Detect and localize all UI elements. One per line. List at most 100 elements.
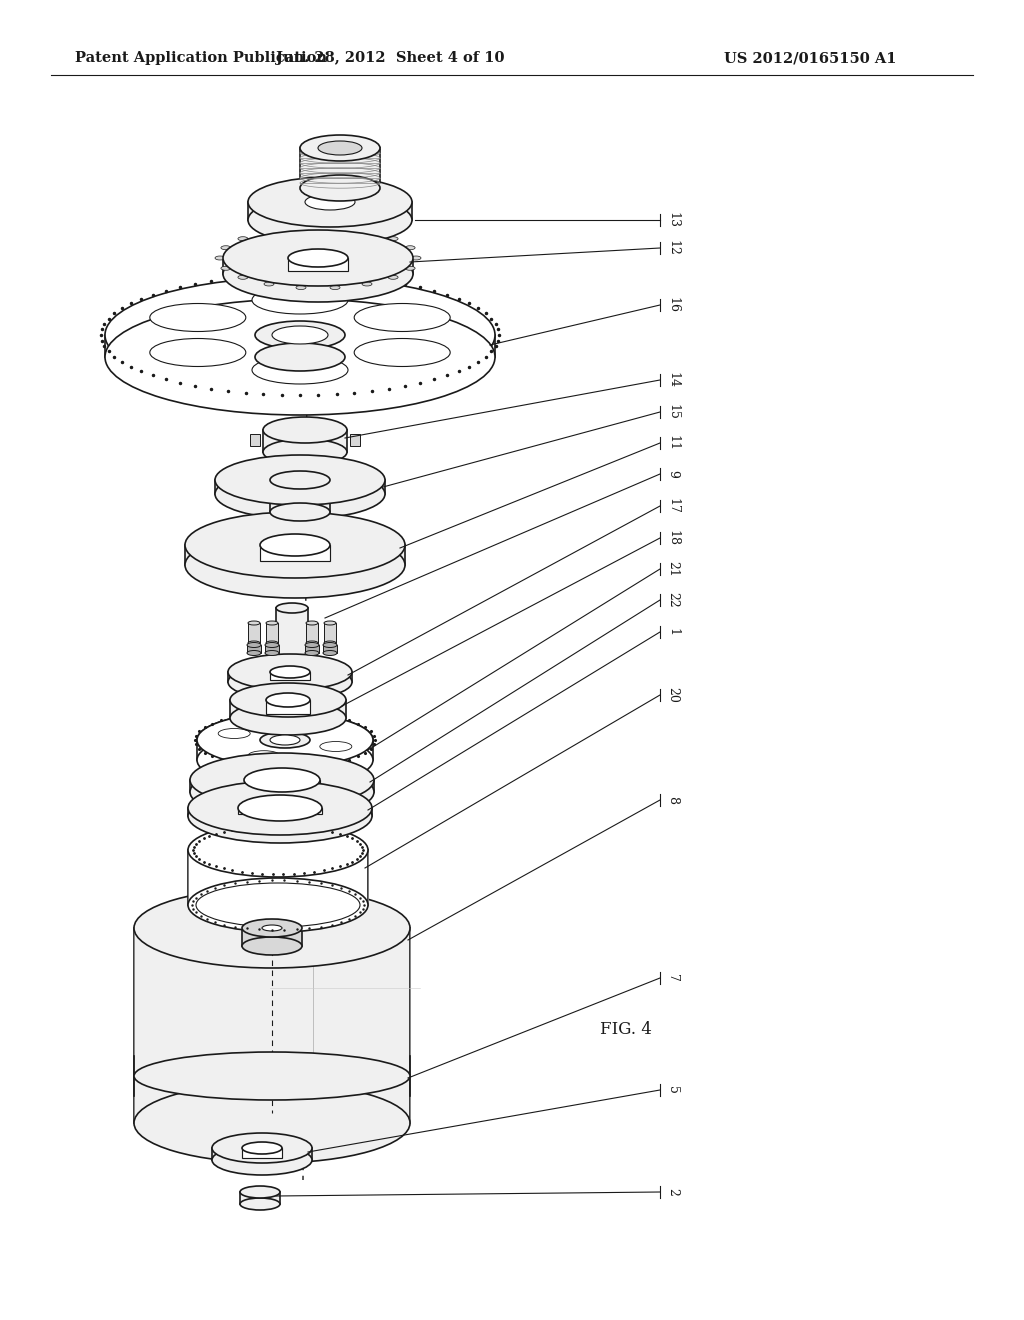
Ellipse shape — [255, 321, 345, 348]
Ellipse shape — [223, 246, 413, 302]
Polygon shape — [240, 1192, 280, 1204]
Ellipse shape — [270, 735, 300, 744]
Polygon shape — [266, 700, 310, 714]
Polygon shape — [197, 741, 373, 760]
Polygon shape — [244, 780, 319, 789]
Text: Patent Application Publication: Patent Application Publication — [75, 51, 327, 65]
Ellipse shape — [185, 512, 406, 578]
Text: 20: 20 — [666, 688, 679, 704]
Ellipse shape — [303, 520, 316, 525]
Ellipse shape — [276, 603, 308, 612]
Ellipse shape — [248, 642, 260, 645]
Polygon shape — [190, 780, 374, 792]
Ellipse shape — [211, 785, 221, 789]
Ellipse shape — [223, 230, 413, 286]
Polygon shape — [260, 545, 330, 561]
Text: 11: 11 — [666, 436, 679, 451]
Polygon shape — [265, 645, 279, 653]
Ellipse shape — [270, 503, 330, 521]
Polygon shape — [228, 672, 352, 682]
Ellipse shape — [324, 642, 336, 645]
Polygon shape — [185, 545, 406, 565]
Text: 7: 7 — [666, 974, 679, 982]
Ellipse shape — [230, 682, 346, 717]
Polygon shape — [263, 430, 347, 451]
Ellipse shape — [134, 1052, 410, 1100]
Ellipse shape — [238, 236, 248, 240]
Ellipse shape — [388, 276, 398, 280]
Text: 18: 18 — [666, 531, 679, 546]
Ellipse shape — [244, 768, 319, 792]
Ellipse shape — [234, 1139, 290, 1158]
Ellipse shape — [335, 182, 347, 186]
Ellipse shape — [196, 883, 360, 927]
Ellipse shape — [228, 653, 352, 690]
Ellipse shape — [312, 564, 326, 570]
Ellipse shape — [221, 267, 230, 271]
Ellipse shape — [344, 557, 358, 564]
Ellipse shape — [134, 888, 410, 968]
Polygon shape — [305, 645, 319, 653]
Text: 1: 1 — [666, 628, 679, 636]
Ellipse shape — [105, 277, 495, 393]
Ellipse shape — [272, 326, 328, 345]
Ellipse shape — [231, 527, 246, 533]
Ellipse shape — [323, 698, 333, 702]
Polygon shape — [270, 672, 310, 680]
Ellipse shape — [215, 455, 385, 506]
Ellipse shape — [296, 285, 306, 289]
Ellipse shape — [273, 565, 287, 570]
Ellipse shape — [242, 919, 302, 937]
Ellipse shape — [134, 1082, 410, 1163]
Polygon shape — [266, 623, 278, 643]
Text: 21: 21 — [666, 561, 679, 577]
Polygon shape — [212, 1148, 312, 1160]
Ellipse shape — [318, 141, 362, 154]
Polygon shape — [247, 645, 261, 653]
Ellipse shape — [310, 218, 323, 222]
Ellipse shape — [300, 135, 380, 161]
Ellipse shape — [379, 207, 391, 211]
Ellipse shape — [362, 230, 372, 234]
Bar — [250, 434, 260, 446]
Polygon shape — [248, 202, 412, 220]
Ellipse shape — [197, 733, 373, 787]
Ellipse shape — [361, 546, 376, 553]
Ellipse shape — [215, 256, 225, 260]
Text: 5: 5 — [666, 1086, 679, 1094]
Ellipse shape — [278, 539, 313, 550]
Polygon shape — [300, 148, 380, 187]
Polygon shape — [223, 257, 413, 275]
Ellipse shape — [406, 267, 415, 271]
Ellipse shape — [255, 532, 335, 558]
Ellipse shape — [270, 686, 281, 690]
Ellipse shape — [305, 651, 319, 656]
Ellipse shape — [270, 667, 310, 678]
Ellipse shape — [263, 417, 347, 444]
Ellipse shape — [262, 925, 282, 931]
Ellipse shape — [324, 620, 336, 624]
Text: 13: 13 — [666, 213, 679, 228]
Ellipse shape — [305, 643, 319, 648]
Ellipse shape — [270, 471, 330, 488]
Ellipse shape — [315, 705, 326, 709]
Ellipse shape — [251, 705, 261, 709]
Ellipse shape — [212, 1144, 312, 1175]
Ellipse shape — [362, 282, 372, 286]
Ellipse shape — [288, 249, 348, 267]
Ellipse shape — [240, 486, 252, 490]
Ellipse shape — [212, 1133, 312, 1163]
Ellipse shape — [214, 537, 228, 544]
Ellipse shape — [292, 496, 304, 500]
Ellipse shape — [248, 751, 280, 760]
Ellipse shape — [357, 257, 393, 269]
Ellipse shape — [188, 789, 372, 843]
Ellipse shape — [311, 461, 323, 465]
Ellipse shape — [264, 230, 274, 234]
Polygon shape — [270, 480, 330, 512]
Ellipse shape — [150, 304, 246, 331]
Ellipse shape — [105, 300, 495, 414]
Ellipse shape — [315, 690, 326, 694]
Ellipse shape — [185, 532, 406, 598]
Ellipse shape — [351, 473, 364, 477]
